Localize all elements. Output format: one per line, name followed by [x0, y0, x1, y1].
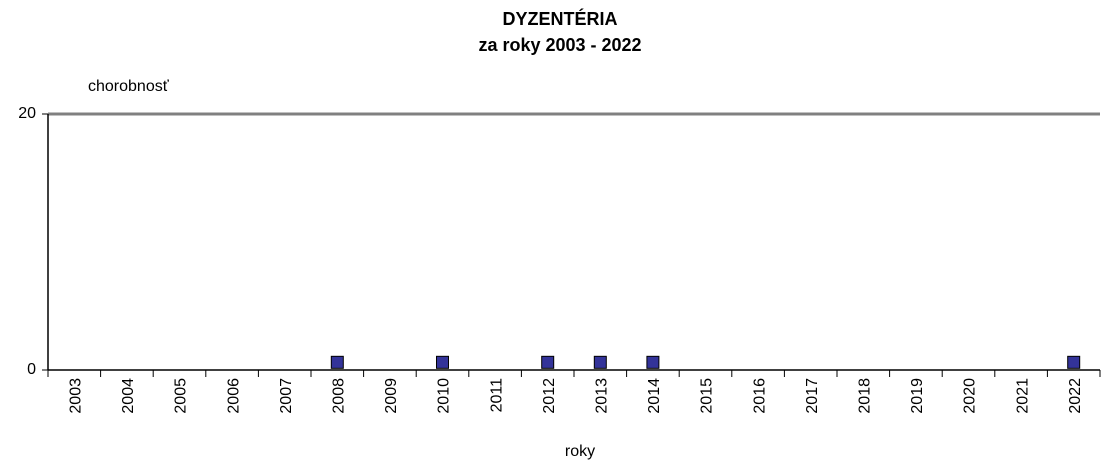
- x-tick-label: 2005: [173, 378, 190, 414]
- x-tick-label: 2012: [541, 378, 558, 414]
- x-tick-label: 2014: [646, 378, 663, 414]
- x-tick-label: 2020: [962, 378, 979, 414]
- x-tick-label: 2022: [1067, 378, 1084, 414]
- x-tick-label: 2007: [278, 378, 295, 414]
- chart-title: DYZENTÉRIA: [502, 8, 617, 29]
- x-tick-label: 2013: [594, 378, 611, 414]
- x-tick-label: 2021: [1014, 378, 1031, 414]
- y-tick-label: 0: [27, 361, 36, 378]
- x-tick-label: 2019: [909, 378, 926, 414]
- x-tick-label: 2006: [225, 378, 242, 414]
- marker: [436, 355, 449, 369]
- x-axis-label: roky: [565, 443, 595, 460]
- x-tick-label: 2009: [383, 378, 400, 414]
- x-tick-label: 2017: [804, 378, 821, 414]
- x-tick-label: 2018: [857, 378, 874, 414]
- marker: [330, 355, 344, 369]
- marker: [646, 355, 660, 369]
- marker: [1067, 355, 1081, 369]
- x-tick-label: 2008: [331, 378, 348, 414]
- x-tick-label: 2010: [436, 378, 453, 414]
- x-tick-label: 2016: [751, 378, 768, 414]
- y-axis-label: chorobnosť: [88, 78, 170, 95]
- chart-subtitle: za roky 2003 - 2022: [478, 35, 641, 55]
- x-tick-label: 2015: [699, 378, 716, 414]
- marker: [541, 355, 555, 369]
- x-tick-label: 2003: [68, 378, 85, 414]
- x-tick-label: 2011: [488, 378, 505, 413]
- x-tick-label: 2004: [120, 378, 137, 414]
- y-tick-label: 20: [18, 105, 36, 122]
- marker: [593, 355, 607, 369]
